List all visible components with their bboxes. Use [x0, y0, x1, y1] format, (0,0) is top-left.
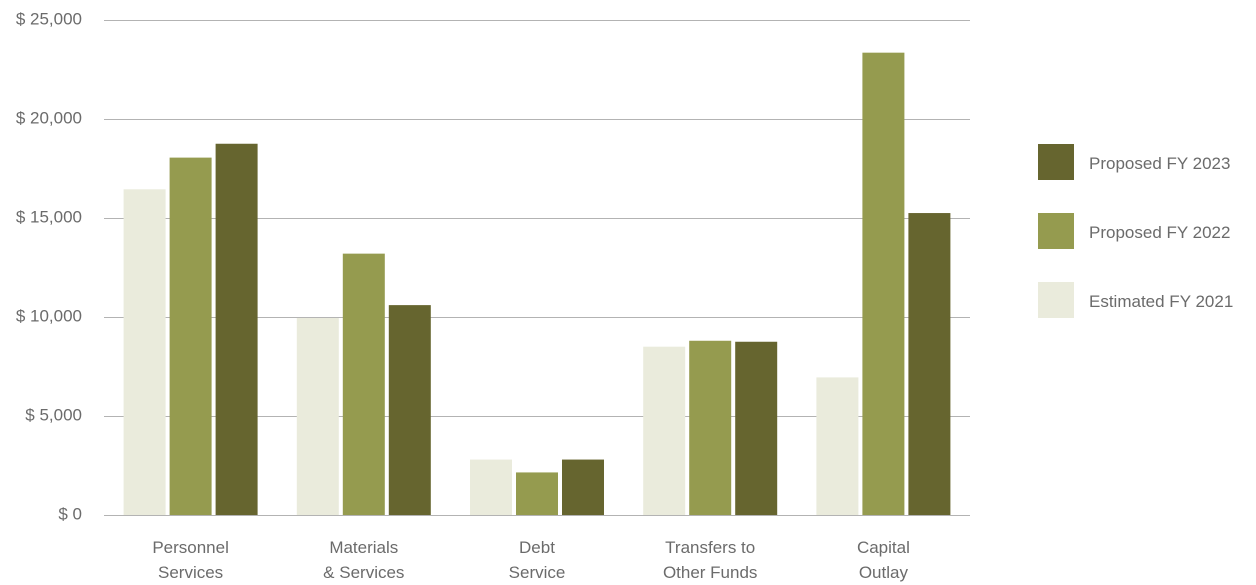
x-category-label: Debt Service [509, 538, 566, 582]
x-category-label-line: Personnel [152, 538, 229, 557]
legend: Proposed FY 2023 Proposed FY 2022 Estimate… [1038, 144, 1233, 318]
bar [342, 253, 385, 515]
legend-swatch [1038, 213, 1074, 249]
x-axis: Personnel Services Materials & Services Debt… [104, 515, 970, 582]
bar [388, 305, 431, 515]
bar [816, 377, 859, 515]
legend-label: Proposed FY 2022 [1089, 223, 1230, 242]
x-category-label-line: Transfers to [665, 538, 755, 557]
bar [169, 157, 212, 516]
legend-swatch [1038, 144, 1074, 180]
x-category-label: Personnel Services [152, 538, 229, 582]
x-category-label-line: Service [509, 563, 566, 582]
y-tick-label: $ 25,000 [16, 10, 82, 29]
y-tick-label: $ 15,000 [16, 208, 82, 227]
y-tick-label: $ 5,000 [25, 406, 82, 425]
legend-label: Estimated FY 2021 [1089, 292, 1233, 311]
x-category-label-line: Outlay [859, 563, 909, 582]
bar [908, 213, 951, 516]
bar [215, 143, 258, 515]
bar [470, 459, 512, 515]
x-category-label-line: & Services [323, 563, 404, 582]
legend-swatch [1038, 282, 1074, 318]
bar [735, 341, 778, 515]
x-category-label: Capital Outlay [857, 538, 910, 582]
x-category-label-line: Other Funds [663, 563, 758, 582]
bar [562, 459, 604, 515]
y-tick-label: $ 10,000 [16, 307, 82, 326]
bar [689, 340, 732, 515]
bar [123, 189, 166, 516]
y-axis: $ 0 $ 5,000 $ 10,000 $ 15,000 $ 20,000 $ 25,0… [16, 10, 82, 524]
x-category-label-line: Materials [329, 538, 398, 557]
bar [296, 317, 339, 515]
x-category-label: Materials & Services [323, 538, 404, 582]
bar [862, 52, 905, 516]
bar [643, 346, 686, 515]
x-category-label: Transfers to Other Funds [663, 538, 758, 582]
y-tick-label: $ 20,000 [16, 109, 82, 128]
legend-label: Proposed FY 2023 [1089, 154, 1230, 173]
x-category-label-line: Capital [857, 538, 910, 557]
y-tick-label: $ 0 [58, 505, 82, 524]
bars [123, 52, 951, 516]
x-category-label-line: Debt [519, 538, 555, 557]
x-category-label-line: Services [158, 563, 223, 582]
bar [516, 472, 558, 515]
